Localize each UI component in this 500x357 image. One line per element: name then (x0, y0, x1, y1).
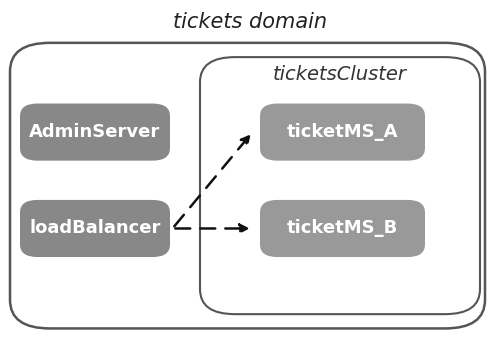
FancyBboxPatch shape (10, 43, 485, 328)
Text: ticketsCluster: ticketsCluster (273, 65, 407, 85)
FancyBboxPatch shape (20, 200, 170, 257)
FancyBboxPatch shape (260, 200, 425, 257)
Text: ticketMS_A: ticketMS_A (287, 123, 398, 141)
FancyBboxPatch shape (200, 57, 480, 314)
Text: ticketMS_B: ticketMS_B (287, 220, 398, 237)
Text: AdminServer: AdminServer (30, 123, 160, 141)
FancyBboxPatch shape (20, 104, 170, 161)
Text: loadBalancer: loadBalancer (30, 220, 160, 237)
FancyBboxPatch shape (260, 104, 425, 161)
Text: tickets domain: tickets domain (173, 12, 327, 32)
